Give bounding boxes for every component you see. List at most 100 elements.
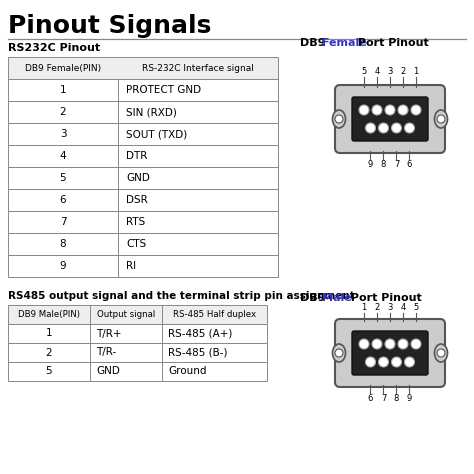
Text: 1: 1 [46, 328, 52, 338]
Text: 1: 1 [361, 303, 366, 312]
Text: RS-485 (A+): RS-485 (A+) [168, 328, 232, 338]
Circle shape [359, 105, 369, 115]
Text: 9: 9 [368, 160, 373, 169]
Text: 6: 6 [368, 394, 373, 403]
Bar [8, 79, 118, 101]
Text: 4: 4 [374, 67, 380, 76]
Bar [162, 362, 267, 381]
Text: 5: 5 [60, 173, 66, 183]
FancyBboxPatch shape [352, 97, 428, 141]
Text: 8: 8 [394, 394, 399, 403]
Bar [118, 145, 278, 167]
Bar [8, 324, 90, 343]
Text: 6: 6 [60, 195, 66, 205]
Circle shape [385, 339, 395, 349]
Circle shape [379, 123, 389, 133]
Bar [90, 324, 162, 343]
FancyBboxPatch shape [352, 331, 428, 375]
Circle shape [404, 357, 414, 367]
Bar [8, 101, 118, 123]
Text: GND: GND [96, 366, 120, 376]
Bar [118, 189, 278, 211]
Text: RS-485 (B-): RS-485 (B-) [168, 347, 228, 357]
Text: 1: 1 [413, 67, 419, 76]
Bar [118, 79, 278, 101]
Circle shape [392, 123, 401, 133]
Text: RTS: RTS [126, 217, 145, 227]
Text: 3: 3 [60, 129, 66, 139]
Ellipse shape [332, 110, 346, 128]
Bar [90, 362, 162, 381]
Text: 9: 9 [60, 261, 66, 271]
Text: GND: GND [126, 173, 150, 183]
Text: 3: 3 [387, 303, 392, 312]
Bar [8, 57, 278, 79]
Bar [8, 343, 90, 362]
Bar [8, 167, 118, 189]
Text: Ground: Ground [168, 366, 207, 376]
Text: Output signal: Output signal [97, 310, 155, 319]
Text: Port Pinout: Port Pinout [354, 38, 429, 48]
Text: 5: 5 [46, 366, 52, 376]
Circle shape [411, 339, 421, 349]
Bar [8, 211, 118, 233]
Text: DTR: DTR [126, 151, 147, 161]
Bar [8, 362, 90, 381]
Text: 7: 7 [381, 394, 386, 403]
Ellipse shape [435, 110, 447, 128]
Circle shape [411, 105, 421, 115]
Text: RI: RI [126, 261, 136, 271]
Text: DB9 Female(PIN): DB9 Female(PIN) [25, 64, 101, 73]
Ellipse shape [435, 344, 447, 362]
Circle shape [437, 115, 445, 123]
Bar [118, 255, 278, 277]
Text: Port Pinout: Port Pinout [347, 293, 422, 303]
Text: 8: 8 [381, 160, 386, 169]
Circle shape [392, 357, 401, 367]
Circle shape [379, 357, 389, 367]
Bar [162, 324, 267, 343]
Text: Female: Female [322, 38, 367, 48]
Text: RS-485 Half duplex: RS-485 Half duplex [173, 310, 256, 319]
Bar [8, 189, 118, 211]
Circle shape [398, 105, 408, 115]
Text: 8: 8 [60, 239, 66, 249]
Text: T/R+: T/R+ [96, 328, 121, 338]
Circle shape [335, 349, 343, 357]
Bar [8, 305, 90, 324]
Ellipse shape [332, 344, 346, 362]
Text: 2: 2 [374, 303, 380, 312]
Text: SIN (RXD): SIN (RXD) [126, 107, 177, 117]
Circle shape [365, 357, 375, 367]
Text: DB9 Male(PIN): DB9 Male(PIN) [18, 310, 80, 319]
Text: 3: 3 [387, 67, 392, 76]
Bar [8, 145, 118, 167]
Bar [8, 255, 118, 277]
Text: 7: 7 [394, 160, 399, 169]
Bar [118, 211, 278, 233]
Text: DSR: DSR [126, 195, 148, 205]
Bar [118, 101, 278, 123]
Text: 1: 1 [60, 85, 66, 95]
Text: Pinout Signals: Pinout Signals [8, 14, 211, 38]
Circle shape [437, 349, 445, 357]
Bar [90, 343, 162, 362]
Circle shape [359, 339, 369, 349]
FancyBboxPatch shape [335, 319, 445, 387]
Text: SOUT (TXD): SOUT (TXD) [126, 129, 187, 139]
Circle shape [335, 115, 343, 123]
Circle shape [385, 105, 395, 115]
Text: T/R-: T/R- [96, 347, 116, 357]
Bar [8, 233, 118, 255]
Circle shape [398, 339, 408, 349]
Text: 5: 5 [413, 303, 419, 312]
Bar [118, 123, 278, 145]
FancyBboxPatch shape [335, 85, 445, 153]
Text: 2: 2 [46, 347, 52, 357]
Text: DB9: DB9 [300, 293, 329, 303]
Text: 9: 9 [407, 394, 412, 403]
Text: 7: 7 [60, 217, 66, 227]
Bar [118, 233, 278, 255]
Text: PROTECT GND: PROTECT GND [126, 85, 201, 95]
Text: 2: 2 [60, 107, 66, 117]
